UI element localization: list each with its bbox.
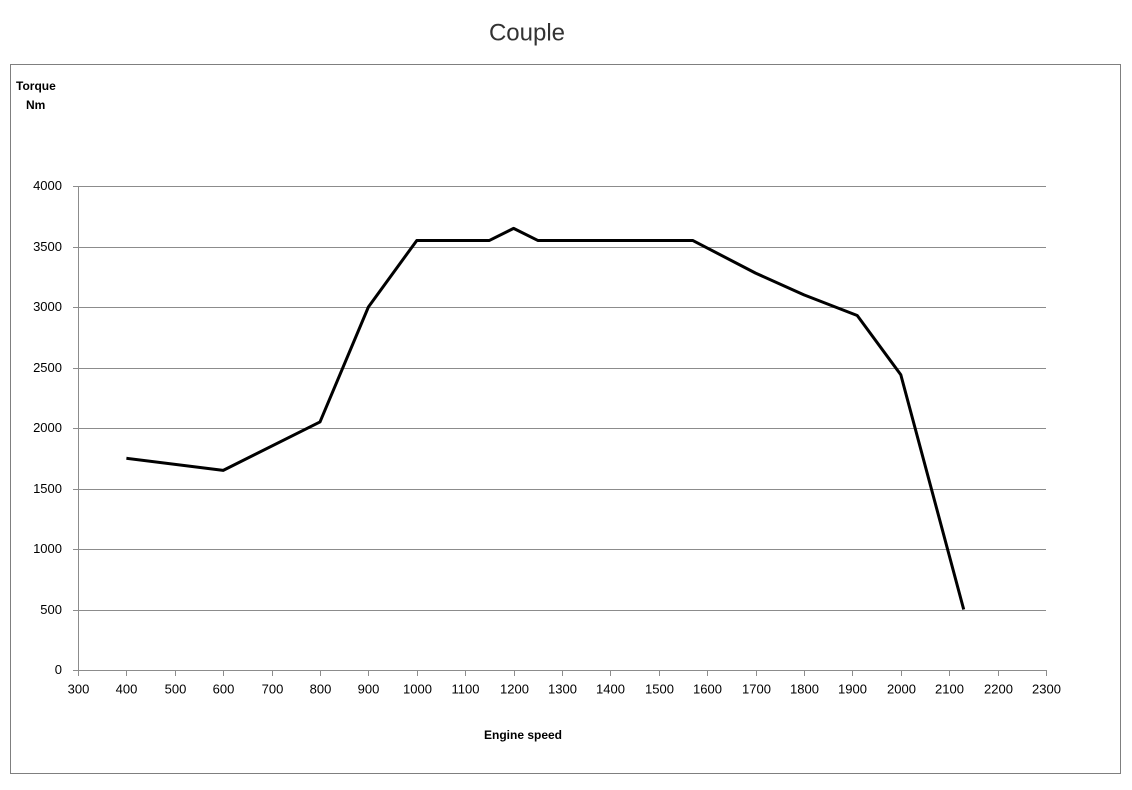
y-tick-label: 1500 xyxy=(33,481,62,496)
x-axis-label: Engine speed xyxy=(484,728,562,742)
y-tick-label: 3500 xyxy=(33,239,62,254)
x-tick-label: 900 xyxy=(358,681,380,696)
x-tick-label: 2000 xyxy=(887,681,916,696)
chart-title: Couple xyxy=(489,19,565,46)
y-axis-label: Nm xyxy=(26,98,45,112)
x-tick-label: 1400 xyxy=(596,681,625,696)
x-tick-label: 1300 xyxy=(548,681,577,696)
y-tick-label: 0 xyxy=(55,662,62,677)
x-tick-label: 2300 xyxy=(1032,681,1061,696)
x-tick-label: 800 xyxy=(310,681,332,696)
x-tick-label: 1800 xyxy=(790,681,819,696)
x-tick-label: 1600 xyxy=(693,681,722,696)
y-tick-label: 500 xyxy=(40,602,62,617)
x-tick-label: 300 xyxy=(68,681,90,696)
x-tick-label: 2200 xyxy=(984,681,1013,696)
x-tick-label: 500 xyxy=(165,681,187,696)
y-tick-label: 1000 xyxy=(33,541,62,556)
x-tick-label: 600 xyxy=(213,681,235,696)
x-tick-label: 1700 xyxy=(742,681,771,696)
x-tick-label: 2100 xyxy=(935,681,964,696)
x-tick-label: 700 xyxy=(262,681,284,696)
y-axis-label: Torque xyxy=(16,79,56,93)
x-tick-label: 1500 xyxy=(645,681,674,696)
data-line xyxy=(126,226,966,610)
x-tick-label: 1100 xyxy=(452,681,480,696)
y-tick-label: 3000 xyxy=(33,299,62,314)
x-tick-label: 1200 xyxy=(500,681,529,696)
y-tick-label: 4000 xyxy=(33,178,62,193)
x-tick-label: 400 xyxy=(116,681,138,696)
y-tick-label: 2500 xyxy=(33,360,62,375)
x-tick-label: 1900 xyxy=(838,681,867,696)
chart-frame xyxy=(10,64,1121,774)
y-tick-label: 2000 xyxy=(33,420,62,435)
x-tick-label: 1000 xyxy=(403,681,432,696)
